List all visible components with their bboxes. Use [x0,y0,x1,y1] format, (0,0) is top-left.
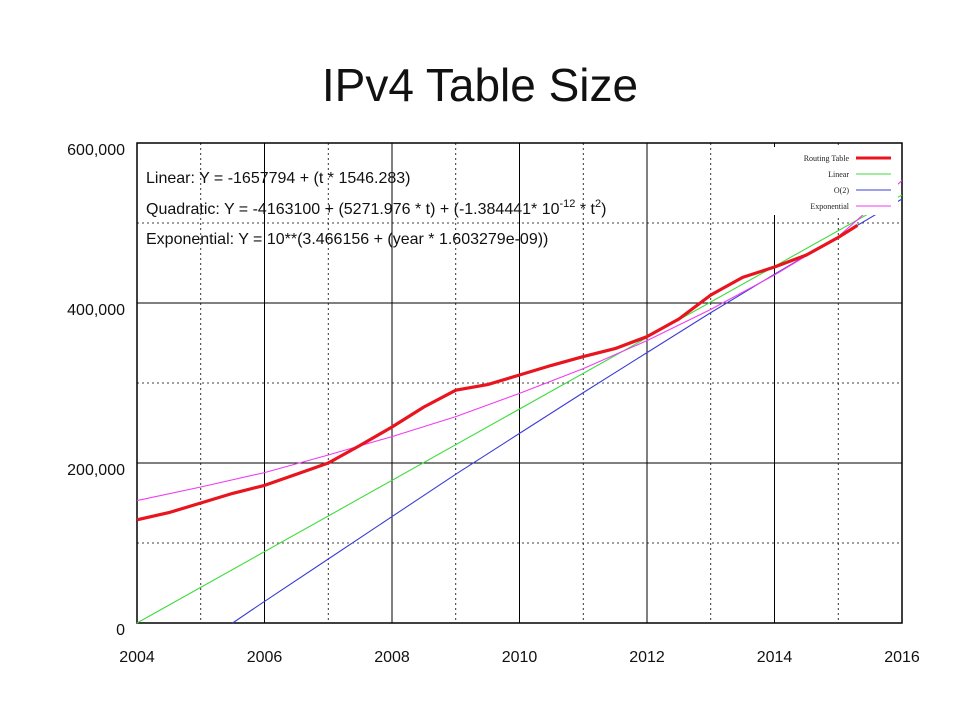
quadratic-equation: Quadratic: Y = -4163100 + (5271.976 * t)… [146,198,606,218]
x-tick-label: 2004 [119,649,155,666]
linear-equation: Linear: Y = -1657794 + (t * 1546.283) [146,170,411,187]
y-tick-label: 600,000 [67,142,125,159]
x-tick-label: 2014 [757,649,793,666]
y-tick-label: 400,000 [67,302,125,319]
legend: Routing Table Linear O(2) Exponential [766,147,898,215]
y-tick-label: 0 [116,622,125,639]
exponential-equation: Exponential: Y = 10**(3.466156 + (year *… [146,231,548,248]
x-tick-label: 2016 [884,649,920,666]
x-tick-label: 2012 [629,649,665,666]
legend-label: Routing Table [804,154,850,163]
axis-ticks: 2004 2006 2008 2010 2012 2014 2016 0 200,000 400,… [67,142,920,666]
x-tick-label: 2006 [247,649,283,666]
slide-title: IPv4 Table Size [321,59,639,111]
series-line-routing-table [136,224,859,522]
legend-label: Exponential [810,202,849,211]
x-tick-label: 2008 [374,649,410,666]
y-tick-label: 200,000 [67,462,125,479]
grid-lines [137,143,902,623]
series-layer [136,180,903,624]
legend-label: O(2) [834,186,849,195]
series-line-exponential [136,180,903,502]
legend-label: Linear [828,170,849,179]
equations: Linear: Y = -1657794 + (t * 1546.283) Qu… [146,170,606,248]
series-line-o-2- [232,198,903,624]
x-tick-label: 2010 [502,649,538,666]
